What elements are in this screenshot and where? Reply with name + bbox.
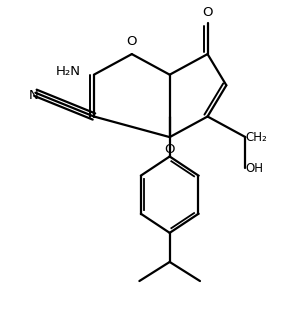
Text: O: O	[127, 35, 137, 48]
Text: N: N	[29, 89, 39, 102]
Text: O: O	[202, 6, 213, 19]
Text: H₂N: H₂N	[56, 65, 81, 78]
Text: O: O	[165, 143, 175, 156]
Text: OH: OH	[245, 162, 263, 175]
Text: CH₂: CH₂	[245, 131, 267, 144]
